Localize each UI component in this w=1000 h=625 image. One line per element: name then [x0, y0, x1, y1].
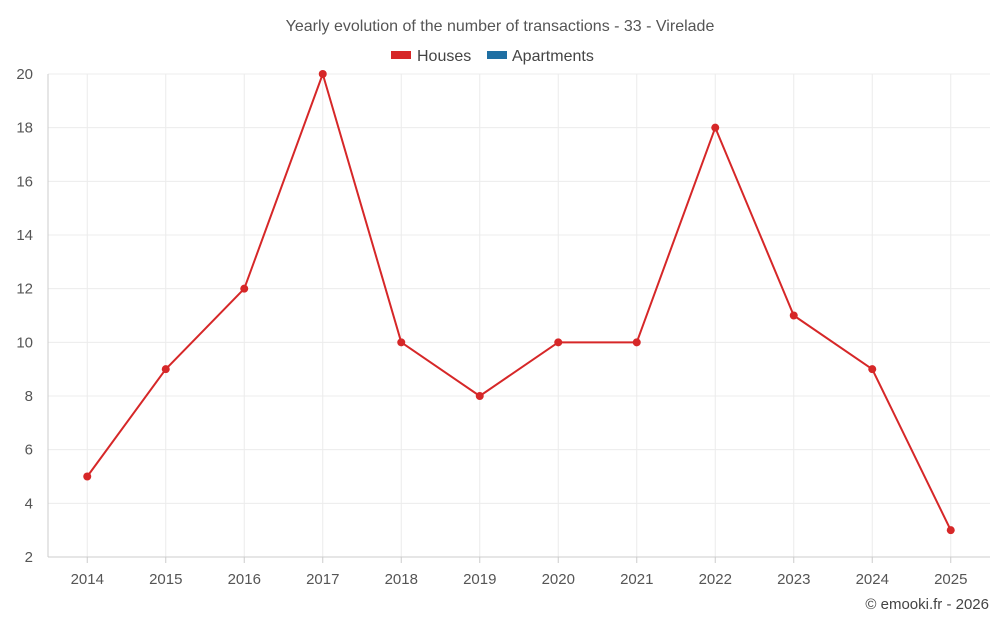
data-point-houses[interactable] [240, 284, 249, 293]
y-tick-label: 12 [16, 281, 33, 298]
series-line-houses [86, 73, 952, 531]
y-tick-label: 18 [16, 120, 33, 137]
x-tick-label: 2021 [620, 571, 653, 588]
x-tick-label: 2016 [228, 571, 261, 588]
data-point-houses[interactable] [632, 338, 641, 347]
x-tick-label: 2023 [777, 571, 810, 588]
y-tick-label: 4 [25, 495, 33, 512]
y-tick-label: 20 [16, 66, 33, 83]
data-point-houses[interactable] [83, 472, 92, 481]
y-tick-label: 16 [16, 173, 33, 190]
x-tick-label: 2014 [71, 571, 104, 588]
legend-label-apartments: Apartments [512, 48, 594, 65]
y-tick-label: 8 [25, 388, 33, 405]
grid [48, 73, 990, 558]
x-axis-ticks: 2014 2015 2016 2017 2018 2019 2020 2021 2022 2023… [71, 557, 967, 588]
data-point-houses[interactable] [868, 365, 877, 374]
legend-item-apartments[interactable]: Apartments [487, 48, 594, 65]
x-tick-label: 2020 [542, 571, 575, 588]
series-houses [83, 70, 955, 535]
y-axis-ticks: 2 4 6 8 10 12 14 16 18 20 [16, 66, 33, 566]
data-point-houses[interactable] [475, 392, 484, 400]
x-tick-label: 2015 [149, 571, 182, 588]
data-point-houses[interactable] [711, 123, 720, 132]
legend-swatch-apartments [487, 51, 507, 59]
y-tick-label: 10 [16, 334, 33, 351]
x-tick-label: 2018 [385, 571, 418, 588]
x-tick-label: 2017 [306, 571, 339, 588]
data-point-houses[interactable] [161, 365, 170, 374]
x-tick-label: 2025 [934, 571, 967, 588]
y-tick-label: 2 [25, 549, 33, 566]
axes [47, 74, 990, 558]
x-tick-label: 2022 [699, 571, 732, 588]
data-point-houses[interactable] [946, 526, 955, 535]
legend-item-houses[interactable]: Houses [391, 48, 471, 65]
legend-swatch-houses [391, 51, 411, 59]
y-tick-label: 6 [25, 442, 33, 459]
chart-title: Yearly evolution of the number of transa… [286, 18, 715, 35]
data-point-houses[interactable] [318, 70, 327, 78]
legend: Houses Apartments [391, 48, 594, 65]
credit: © emooki.fr - 2026 [865, 596, 989, 613]
x-tick-label: 2024 [856, 571, 889, 588]
data-point-houses[interactable] [789, 311, 798, 320]
data-point-houses[interactable] [397, 338, 406, 347]
data-point-houses[interactable] [554, 338, 563, 347]
x-tick-label: 2019 [463, 571, 496, 588]
legend-label-houses: Houses [417, 48, 471, 65]
y-tick-label: 14 [16, 227, 33, 244]
